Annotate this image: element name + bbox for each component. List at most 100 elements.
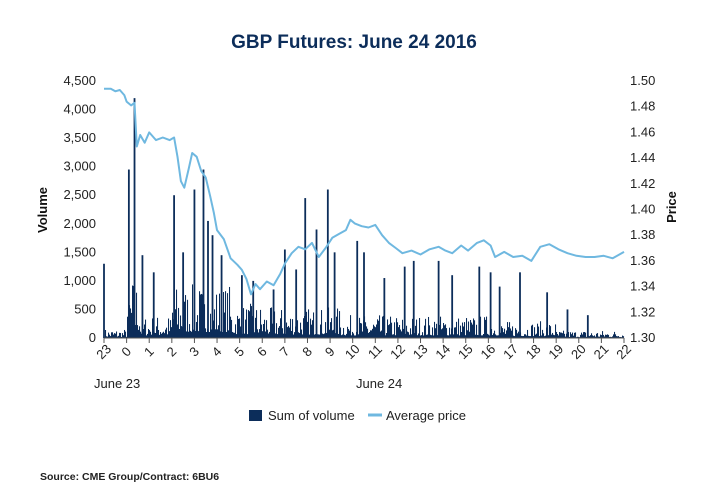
volume-bar xyxy=(385,335,387,338)
volume-bar xyxy=(498,335,500,338)
volume-bar xyxy=(230,316,232,338)
volume-bar xyxy=(406,325,408,338)
y2-tick-label: 1.46 xyxy=(630,124,655,139)
volume-bar xyxy=(380,331,382,338)
volume-bar xyxy=(256,310,258,338)
volume-bar xyxy=(109,334,111,338)
volume-bar xyxy=(220,331,222,338)
volume-bar xyxy=(217,329,219,338)
volume-bar xyxy=(446,328,448,338)
volume-bar xyxy=(426,334,428,338)
volume-bar xyxy=(247,334,249,338)
volume-bar xyxy=(412,318,414,338)
y2-tick-label: 1.44 xyxy=(630,150,655,165)
volume-bar xyxy=(228,330,230,338)
volume-bar xyxy=(151,334,153,338)
volume-bar xyxy=(269,331,271,338)
volume-bar-peak xyxy=(403,266,406,338)
volume-bar xyxy=(560,332,562,338)
volume-bar-peak xyxy=(546,292,549,338)
volume-bar xyxy=(300,322,302,338)
volume-bar xyxy=(571,334,573,338)
volume-bar xyxy=(271,307,273,338)
volume-bar xyxy=(593,336,595,338)
volume-bar xyxy=(302,334,304,338)
volume-bar xyxy=(215,329,217,338)
volume-bar xyxy=(370,330,372,338)
volume-bar xyxy=(431,335,433,338)
volume-bar xyxy=(394,322,396,338)
x-tick-label: 3 xyxy=(186,344,202,360)
volume-bar xyxy=(149,330,151,338)
volume-bar xyxy=(535,334,537,338)
volume-bar xyxy=(509,322,511,338)
volume-bar xyxy=(469,331,471,338)
x-tick-label: 12 xyxy=(387,341,408,362)
volume-bar xyxy=(549,325,551,338)
volume-bar xyxy=(240,326,242,338)
volume-bar xyxy=(189,324,191,338)
volume-bar xyxy=(475,334,477,338)
y-tick-label: 3,500 xyxy=(63,130,96,145)
volume-bar xyxy=(248,310,250,338)
volume-bar-peak xyxy=(489,272,492,338)
x-tick-label: 14 xyxy=(432,341,453,362)
volume-bar xyxy=(381,330,383,338)
volume-bar-peak xyxy=(241,275,243,338)
volume-bar xyxy=(388,325,390,338)
volume-bar xyxy=(277,334,279,338)
volume-bar xyxy=(459,335,461,338)
volume-bar xyxy=(257,329,259,338)
volume-bar xyxy=(530,336,532,338)
y2-tick-label: 1.50 xyxy=(630,73,655,88)
volume-bar-peak xyxy=(182,252,185,338)
volume-bar-peak xyxy=(295,269,298,338)
volume-bar xyxy=(197,315,199,338)
volume-bar xyxy=(522,336,524,338)
volume-bar xyxy=(527,329,529,338)
y2-tick-label: 1.32 xyxy=(630,304,655,319)
y-tick-label: 4,500 xyxy=(63,73,96,88)
volume-bar xyxy=(330,322,332,338)
volume-bar xyxy=(525,334,527,338)
volume-bar xyxy=(389,324,391,338)
volume-bar xyxy=(185,295,187,338)
volume-bar xyxy=(187,299,189,338)
volume-bar xyxy=(223,292,225,338)
volume-bar xyxy=(347,326,349,338)
volume-bar xyxy=(319,334,321,338)
volume-bar xyxy=(117,336,119,338)
volume-bar xyxy=(105,330,107,338)
volume-bar xyxy=(608,334,610,338)
price-line xyxy=(104,87,625,296)
volume-bar xyxy=(524,334,526,338)
y-tick-label: 2,500 xyxy=(63,187,96,202)
volume-bar xyxy=(264,319,266,338)
x-tick-label: 4 xyxy=(209,344,225,360)
volume-bar xyxy=(477,334,479,338)
volume-bar xyxy=(540,321,542,338)
volume-bar xyxy=(283,333,285,338)
volume-bar-peak xyxy=(566,309,569,338)
volume-bar xyxy=(497,335,499,338)
volume-bar xyxy=(293,334,295,338)
volume-bar xyxy=(272,323,274,338)
volume-bar xyxy=(441,329,443,338)
volume-bar xyxy=(349,330,351,338)
y2-tick-label: 1.34 xyxy=(630,279,655,294)
x-tick-label: 9 xyxy=(322,344,338,360)
volume-bar xyxy=(332,330,334,338)
volume-bar xyxy=(485,319,487,338)
volume-bar xyxy=(234,332,236,338)
volume-bar xyxy=(609,336,611,338)
volume-bar xyxy=(184,301,186,338)
volume-bar xyxy=(326,332,328,338)
volume-bar xyxy=(123,335,125,338)
volume-bar xyxy=(467,330,469,338)
price-line-layer xyxy=(104,87,625,296)
volume-bar xyxy=(186,331,188,338)
y2-tick-label: 1.36 xyxy=(630,253,655,268)
volume-bar xyxy=(495,334,497,338)
volume-bar-peak xyxy=(519,272,521,338)
volume-bar xyxy=(433,335,435,338)
